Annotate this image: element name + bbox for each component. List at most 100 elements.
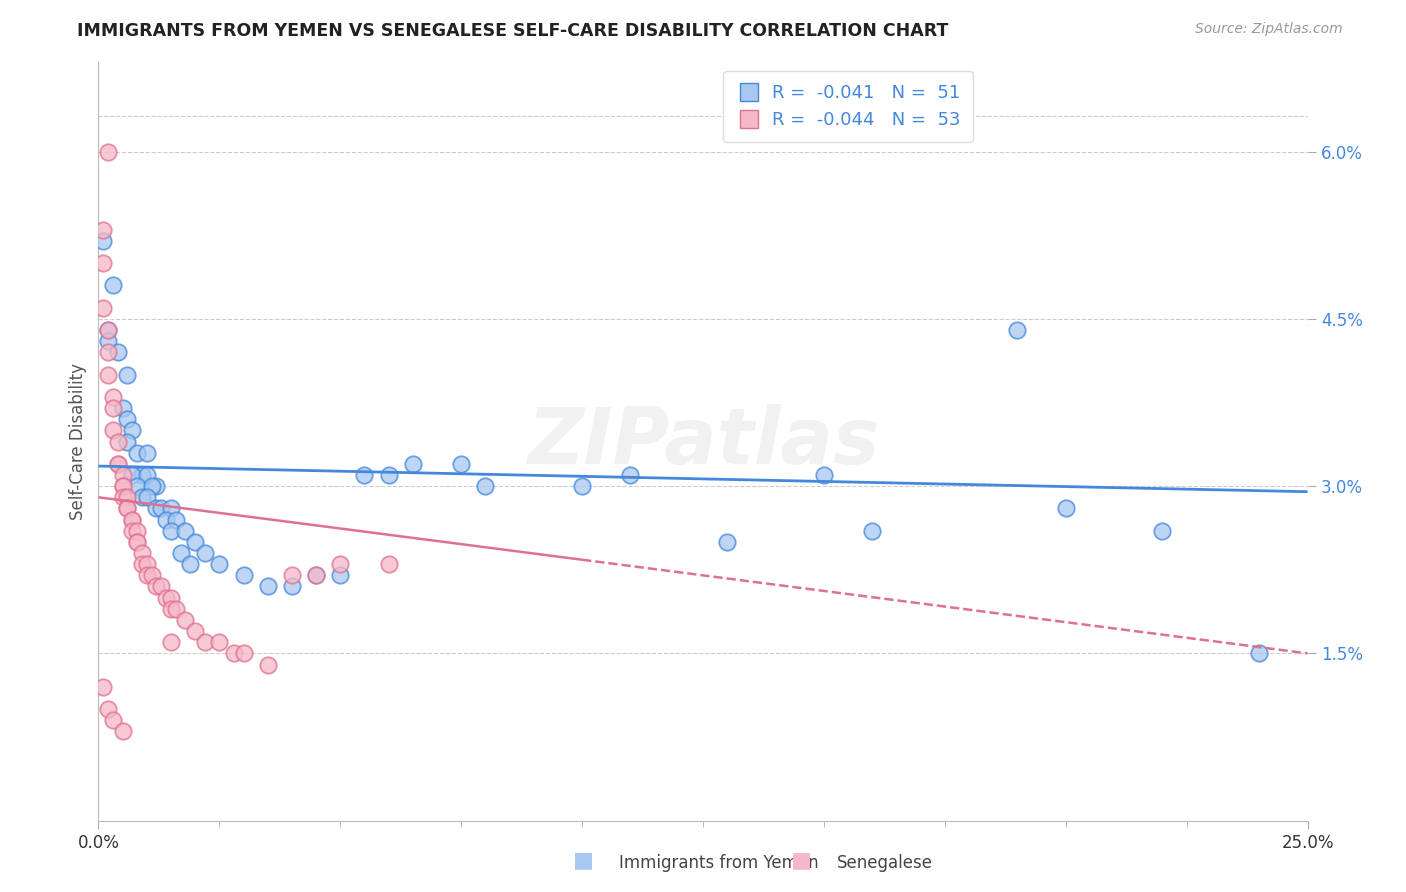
Point	[1152, 524, 1174, 538]
Point	[141, 568, 163, 582]
Point	[117, 491, 139, 505]
Text: ■: ■	[574, 850, 593, 870]
Point	[165, 602, 187, 616]
Point	[571, 479, 593, 493]
Point	[860, 524, 883, 538]
Text: Immigrants from Yemen: Immigrants from Yemen	[619, 855, 818, 872]
Point	[281, 580, 304, 594]
Text: ZIPatlas: ZIPatlas	[527, 403, 879, 480]
Point	[165, 512, 187, 526]
Y-axis label: Self-Care Disability: Self-Care Disability	[69, 363, 87, 520]
Point	[111, 479, 134, 493]
Point	[91, 301, 114, 315]
Point	[135, 491, 157, 505]
Text: IMMIGRANTS FROM YEMEN VS SENEGALESE SELF-CARE DISABILITY CORRELATION CHART: IMMIGRANTS FROM YEMEN VS SENEGALESE SELF…	[77, 22, 949, 40]
Point	[131, 491, 153, 505]
Point	[1054, 501, 1077, 516]
Point	[150, 580, 173, 594]
Text: ■: ■	[792, 850, 811, 870]
Point	[121, 524, 143, 538]
Point	[160, 591, 183, 605]
Point	[305, 568, 328, 582]
Point	[232, 646, 254, 660]
Point	[131, 557, 153, 572]
Point	[97, 702, 120, 716]
Point	[97, 345, 120, 359]
Point	[111, 479, 134, 493]
Point	[127, 446, 149, 460]
Point	[256, 657, 278, 672]
Point	[232, 568, 254, 582]
Point	[111, 491, 134, 505]
Point	[716, 535, 738, 549]
Point	[127, 535, 149, 549]
Point	[101, 390, 124, 404]
Point	[135, 446, 157, 460]
Point	[101, 401, 124, 416]
Point	[97, 323, 120, 337]
Point	[135, 568, 157, 582]
Point	[160, 501, 183, 516]
Point	[174, 524, 197, 538]
Point	[121, 468, 143, 483]
Point	[97, 145, 120, 159]
Point	[145, 580, 167, 594]
Point	[107, 345, 129, 359]
Point	[402, 457, 425, 471]
Point	[117, 412, 139, 426]
Point	[160, 524, 183, 538]
Point	[107, 457, 129, 471]
Point	[101, 424, 124, 438]
Point	[91, 234, 114, 248]
Point	[619, 468, 641, 483]
Point	[131, 546, 153, 560]
Point	[121, 424, 143, 438]
Point	[141, 479, 163, 493]
Point	[111, 468, 134, 483]
Point	[194, 635, 217, 649]
Point	[155, 512, 177, 526]
Point	[208, 557, 231, 572]
Point	[155, 591, 177, 605]
Point	[160, 635, 183, 649]
Point	[305, 568, 328, 582]
Point	[450, 457, 472, 471]
Point	[135, 557, 157, 572]
Point	[145, 501, 167, 516]
Point	[169, 546, 191, 560]
Point	[97, 334, 120, 349]
Point	[222, 646, 245, 660]
Point	[256, 580, 278, 594]
Point	[117, 501, 139, 516]
Point	[174, 613, 197, 627]
Point	[121, 512, 143, 526]
Point	[377, 557, 399, 572]
Legend: R =  -0.041   N =  51, R =  -0.044   N =  53: R = -0.041 N = 51, R = -0.044 N = 53	[723, 71, 973, 142]
Point	[107, 457, 129, 471]
Point	[813, 468, 835, 483]
Point	[91, 256, 114, 270]
Point	[111, 401, 134, 416]
Point	[474, 479, 496, 493]
Point	[111, 724, 134, 739]
Point	[184, 624, 207, 639]
Text: Senegalese: Senegalese	[837, 855, 932, 872]
Point	[127, 479, 149, 493]
Point	[160, 602, 183, 616]
Point	[329, 557, 352, 572]
Point	[150, 501, 173, 516]
Point	[135, 468, 157, 483]
Point	[97, 368, 120, 382]
Point	[194, 546, 217, 560]
Point	[184, 535, 207, 549]
Point	[208, 635, 231, 649]
Point	[107, 434, 129, 449]
Point	[101, 278, 124, 293]
Point	[131, 468, 153, 483]
Point	[117, 501, 139, 516]
Point	[91, 680, 114, 694]
Point	[117, 368, 139, 382]
Point	[97, 323, 120, 337]
Point	[329, 568, 352, 582]
Point	[145, 479, 167, 493]
